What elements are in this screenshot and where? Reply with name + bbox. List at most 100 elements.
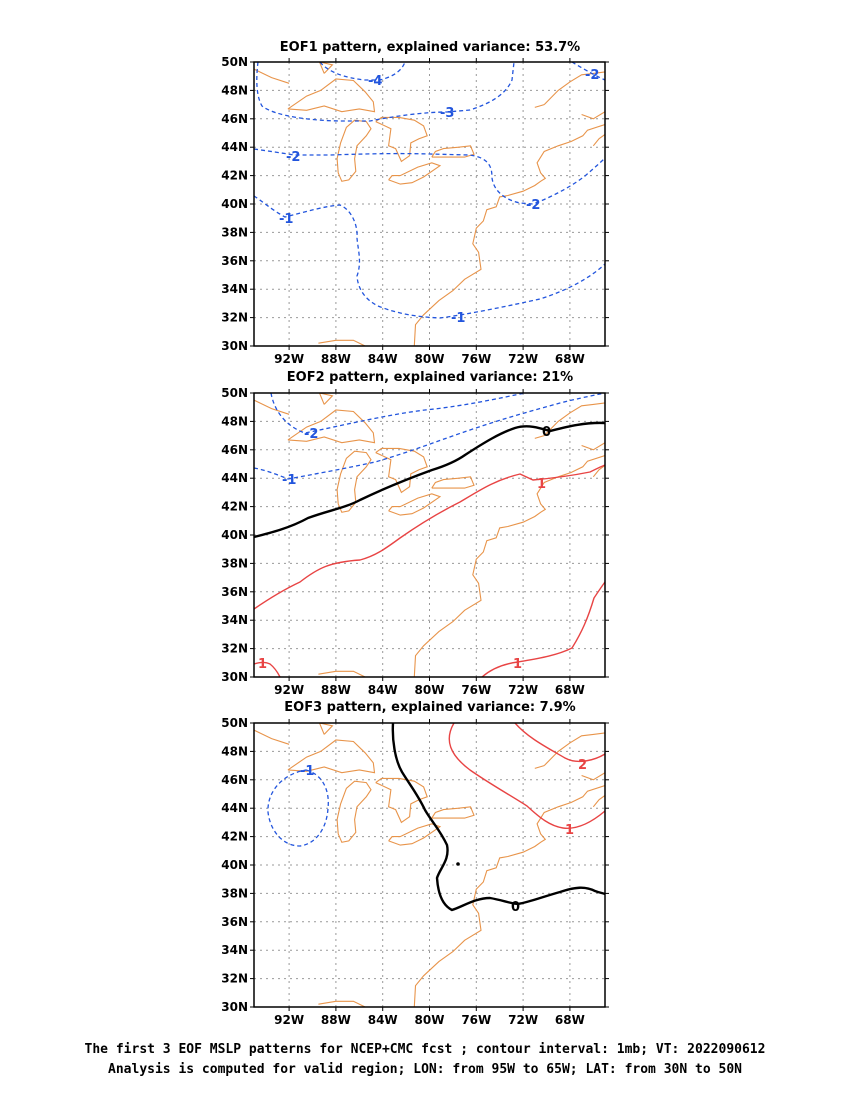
lat-label: 46N [221, 443, 248, 457]
lon-label: 80W [415, 352, 445, 366]
lat-label: 50N [221, 716, 248, 730]
coastline-segment [375, 777, 428, 824]
coastline-segment [413, 454, 605, 677]
coastline-segment [318, 723, 334, 735]
contour-label: -2 [585, 68, 599, 83]
lon-label: 92W [274, 1013, 304, 1027]
coastline-segment [413, 784, 605, 1007]
contour-label: -1 [300, 764, 314, 779]
lon-label: 92W [274, 683, 304, 697]
coastline-segment [254, 399, 290, 415]
lat-lon-grid [254, 723, 605, 1007]
contour-label: -3 [440, 106, 454, 121]
lat-label: 40N [221, 528, 248, 542]
coastline-segment [287, 739, 376, 774]
lon-label: 84W [368, 683, 398, 697]
coastline-segment [543, 402, 605, 436]
lon-label: 76W [461, 352, 491, 366]
coastline-segment [375, 116, 428, 163]
coastline [254, 393, 605, 677]
coastline-segment [375, 447, 428, 494]
lat-label: 36N [221, 915, 248, 929]
lat-label: 40N [221, 197, 248, 211]
lat-label: 50N [221, 55, 248, 69]
contour-line [254, 464, 605, 610]
lat-label: 32N [221, 642, 248, 656]
contour-label: -1 [451, 311, 465, 326]
coastline-segment [336, 780, 372, 843]
lat-label: 30N [221, 670, 248, 684]
lon-label: 92W [274, 352, 304, 366]
lat-label: 38N [221, 556, 248, 570]
lat-label: 50N [221, 386, 248, 400]
lat-lon-grid [254, 62, 605, 346]
coastline-segment [413, 123, 605, 346]
coastline-segment [543, 732, 605, 766]
contour-label: 1 [513, 657, 522, 672]
coastline [254, 62, 605, 346]
contour-line [571, 62, 605, 81]
coastline-segment [318, 393, 334, 405]
coastline-segment [543, 71, 605, 105]
lon-label: 68W [555, 1013, 585, 1027]
eof2-panel: EOF2 pattern, explained variance: 21% -2… [221, 370, 609, 697]
contour-line [254, 421, 605, 539]
lat-label: 42N [221, 830, 248, 844]
lon-label: 76W [461, 1013, 491, 1027]
lat-label: 42N [221, 500, 248, 514]
contour-line [254, 148, 605, 205]
contour-label: 1 [258, 657, 267, 672]
lat-label: 30N [221, 339, 248, 353]
lat-lon-grid [254, 393, 605, 677]
contour-line [254, 393, 605, 480]
coastline-segment [581, 111, 605, 120]
contour-label: -1 [279, 212, 293, 227]
lat-label: 32N [221, 311, 248, 325]
contour-label: 0 [511, 900, 520, 915]
lat-label: 48N [221, 414, 248, 428]
lat-label: 36N [221, 585, 248, 599]
lat-label: 44N [221, 471, 248, 485]
contour-label: -4 [368, 74, 382, 89]
figure-caption-line-1: The first 3 EOF MSLP patterns for NCEP+C… [84, 1042, 766, 1057]
lon-label: 84W [368, 352, 398, 366]
coastline-segment [318, 62, 334, 74]
contour-line [267, 769, 329, 847]
contour-label: 0 [542, 425, 551, 440]
contour-label: 1 [537, 477, 546, 492]
axis-ticks: 50N 48N 46N 44N 42N 40N 38N 36N 34N 32N 30N 92W 88W 8… [221, 55, 609, 366]
lat-label: 48N [221, 744, 248, 758]
eof3-panel: EOF3 pattern, explained variance: 7.9% -… [221, 700, 609, 1027]
coastline-segment [388, 162, 442, 185]
coastline-segment [388, 493, 442, 516]
coastline-segment [388, 823, 442, 846]
coastline-segment [581, 772, 605, 781]
lon-label: 72W [508, 1013, 538, 1027]
lon-label: 68W [555, 683, 585, 697]
coastline-segment [592, 794, 605, 808]
coastline-segment [431, 476, 475, 489]
lat-label: 38N [221, 225, 248, 239]
lon-label: 68W [555, 352, 585, 366]
panel-title: EOF1 pattern, explained variance: 53.7% [280, 40, 580, 55]
panel-title: EOF3 pattern, explained variance: 7.9% [284, 700, 575, 715]
lon-label: 88W [321, 352, 351, 366]
coastline-segment [581, 442, 605, 451]
contour-label: 2 [578, 758, 587, 773]
coastline-segment [336, 119, 372, 182]
contour-line [481, 581, 605, 677]
lon-label: 88W [321, 683, 351, 697]
coastline-segment [287, 78, 376, 113]
contour-line [254, 195, 605, 319]
lon-label: 72W [508, 683, 538, 697]
coastline-segment [534, 765, 545, 769]
lon-label: 80W [415, 1013, 445, 1027]
coastline-segment [336, 450, 372, 513]
lon-label: 88W [321, 1013, 351, 1027]
coastline-segment [534, 435, 545, 439]
lat-label: 30N [221, 1000, 248, 1014]
contour-line [319, 62, 406, 81]
lat-label: 32N [221, 972, 248, 986]
lat-label: 42N [221, 169, 248, 183]
